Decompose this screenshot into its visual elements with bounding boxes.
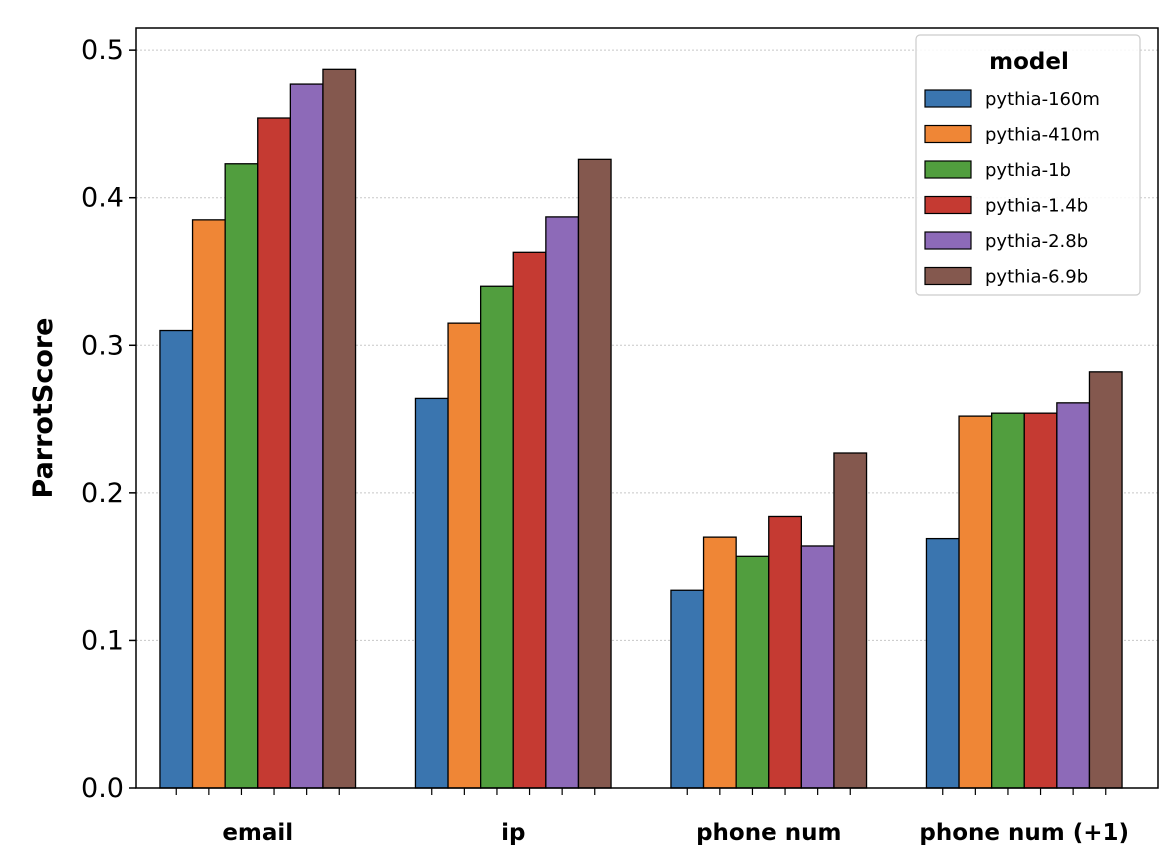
bar-pythia-410m-phone-num-1- — [958, 415, 993, 789]
y-axis-title: ParrotScore — [28, 318, 59, 499]
bar-pythia-1.4b-phone-num — [768, 515, 802, 789]
x-category-label: phone num (+1) — [919, 820, 1129, 846]
y-tick-label: 0.1 — [81, 625, 124, 656]
legend-swatch — [924, 266, 972, 286]
legend-swatch — [924, 160, 972, 179]
x-axis: email ip phone num phone num (+1) — [175, 788, 1129, 846]
legend-label: pythia-2.8b — [985, 231, 1088, 252]
legend-swatch — [924, 124, 972, 144]
legend-label: pythia-410m — [985, 125, 1100, 146]
bar-pythia-1b-phone-num — [735, 555, 770, 789]
bar-pythia-160m-ip — [414, 397, 449, 789]
bar-pythia-1.4b-email — [257, 117, 291, 789]
legend-title: model — [989, 49, 1069, 75]
bar-pythia-1.4b-ip — [512, 251, 547, 789]
legend-swatch — [924, 89, 972, 108]
x-category-label: ip — [501, 820, 525, 846]
bar-pythia-2.8b-ip — [545, 216, 580, 789]
bar-pythia-2.8b-phone-num — [800, 545, 835, 789]
x-category-label: email — [222, 820, 293, 846]
bar-pythia-6.9b-ip — [577, 158, 612, 789]
bar-pythia-410m-phone-num — [702, 536, 737, 789]
x-category-label: phone num — [696, 820, 841, 846]
bar-pythia-6.9b-phone-num-1- — [1088, 371, 1123, 789]
bars-layer — [159, 68, 1123, 789]
legend-swatch — [924, 195, 972, 215]
bar-pythia-160m-phone-num-1- — [925, 537, 960, 789]
legend-label: pythia-1.4b — [985, 196, 1088, 217]
legend-label: pythia-1b — [985, 160, 1071, 181]
legend-label: pythia-6.9b — [985, 267, 1088, 288]
bar-pythia-2.8b-phone-num-1- — [1056, 402, 1091, 789]
bar-pythia-1b-email — [224, 163, 259, 789]
bar-pythia-1b-phone-num-1- — [991, 412, 1025, 789]
legend: model pythia-160mpythia-410mpythia-1bpyt… — [915, 34, 1141, 296]
bar-pythia-6.9b-email — [322, 68, 357, 789]
bar-pythia-160m-email — [159, 329, 194, 789]
plot-frame — [135, 27, 1159, 789]
bar-pythia-160m-phone-num — [670, 589, 705, 789]
bar-pythia-6.9b-phone-num — [833, 452, 868, 789]
legend-label: pythia-160m — [985, 89, 1100, 110]
legend-items: pythia-160m pythia-410m pythia-1b pythia-1.… — [924, 89, 1100, 288]
y-tick-label: 0.0 — [81, 773, 124, 804]
bar-pythia-2.8b-email — [289, 83, 324, 789]
bar-pythia-410m-email — [191, 219, 226, 789]
legend-swatch — [924, 231, 972, 250]
bar-pythia-1b-ip — [479, 285, 514, 789]
bar-pythia-410m-ip — [447, 322, 482, 789]
y-tick-label: 0.3 — [81, 330, 124, 361]
legend-box — [915, 34, 1141, 296]
y-tick-label: 0.4 — [81, 183, 124, 214]
y-tick-label: 0.2 — [81, 478, 124, 509]
y-tick-label: 0.5 — [81, 35, 124, 66]
y-axis: 0.0 0.1 0.2 0.3 0.4 0.5 — [81, 35, 136, 804]
bar-pythia-1.4b-phone-num-1- — [1023, 412, 1058, 789]
